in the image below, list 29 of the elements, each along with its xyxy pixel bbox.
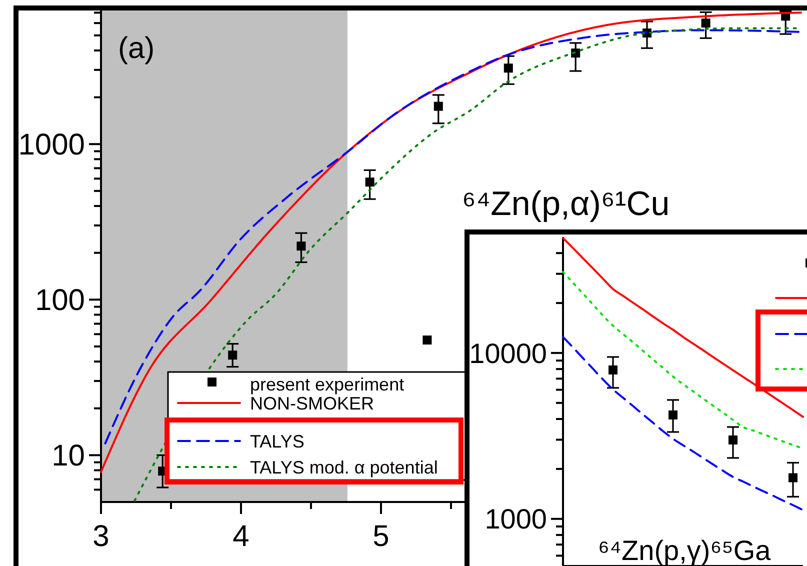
point bbox=[228, 350, 238, 360]
point bbox=[788, 473, 798, 482]
line-series bbox=[562, 237, 804, 418]
y-tick-label: 1000 bbox=[484, 504, 547, 535]
point bbox=[728, 435, 738, 444]
x-tick-label: 5 bbox=[372, 520, 390, 553]
point bbox=[504, 64, 513, 73]
point bbox=[365, 178, 374, 187]
point bbox=[434, 102, 443, 111]
point bbox=[668, 410, 678, 420]
point bbox=[296, 242, 306, 251]
y-tick-label: 1000 bbox=[18, 128, 85, 162]
legend-label: TALYS bbox=[250, 431, 304, 452]
point bbox=[701, 18, 710, 28]
x-tick-label: 4 bbox=[232, 520, 250, 553]
annotation: ⁶⁴Zn(p,γ)⁶⁵Ga bbox=[598, 535, 772, 566]
legend-label: present experiment bbox=[250, 374, 404, 394]
annotation: ⁶⁴Zn(p,α)⁶¹Cu bbox=[462, 185, 670, 223]
line-series bbox=[562, 336, 804, 512]
point bbox=[422, 336, 432, 345]
legend-label: NON-SMOKER bbox=[250, 393, 374, 414]
legend-label: TALYS mod. α potential bbox=[250, 457, 438, 478]
y-tick-label: 100 bbox=[34, 284, 85, 318]
point bbox=[571, 48, 580, 58]
y-tick-label: 10000 bbox=[469, 338, 547, 369]
annotation: (a) bbox=[118, 32, 155, 65]
y-tick-label: 10 bbox=[52, 440, 85, 473]
point bbox=[608, 365, 618, 374]
x-tick-label: 3 bbox=[92, 520, 110, 553]
